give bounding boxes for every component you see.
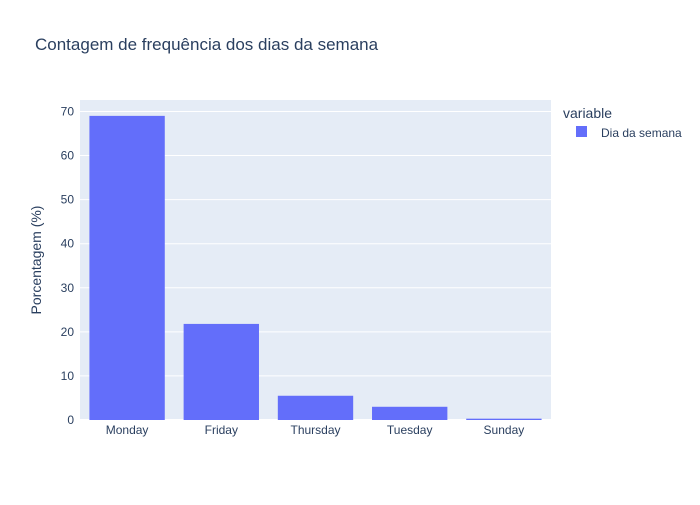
x-tick-label: Sunday [484, 423, 525, 437]
legend-item[interactable]: Dia da semana [576, 126, 682, 140]
y-tick-label: 0 [67, 413, 74, 427]
legend-swatch [576, 126, 587, 137]
bar-friday[interactable] [183, 323, 259, 420]
bar-sunday[interactable] [466, 418, 542, 420]
y-tick-label: 60 [61, 149, 75, 163]
legend: variable Dia da semana [563, 105, 682, 140]
y-tick-label: 70 [61, 104, 75, 118]
y-tick-label: 10 [61, 369, 75, 383]
x-tick-label: Monday [106, 423, 149, 437]
bar-thursday[interactable] [277, 395, 354, 420]
chart-title: Contagem de frequência dos dias da seman… [35, 35, 379, 54]
x-tick-label: Thursday [290, 423, 340, 437]
bar-tuesday[interactable] [372, 406, 448, 420]
x-tick-label: Friday [205, 423, 238, 437]
y-tick-label: 20 [61, 325, 75, 339]
bars [89, 115, 542, 420]
y-tick-label: 30 [61, 281, 75, 295]
y-tick-label: 40 [61, 237, 75, 251]
legend-title: variable [563, 105, 612, 121]
y-tick-label: 50 [61, 193, 75, 207]
y-axis-ticks: 0 10 20 30 40 50 60 70 [61, 104, 75, 427]
y-axis-label: Porcentagem (%) [28, 206, 44, 315]
x-tick-label: Tuesday [387, 423, 433, 437]
legend-item-label: Dia da semana [601, 126, 682, 140]
x-axis-ticks: Monday Friday Thursday Tuesday Sunday [106, 423, 525, 437]
bar-monday[interactable] [89, 115, 165, 420]
